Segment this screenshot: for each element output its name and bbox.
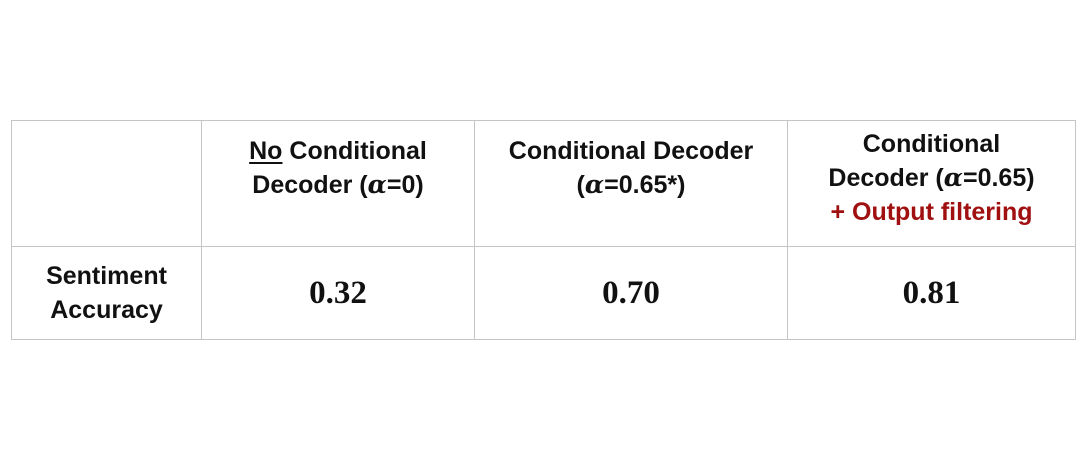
header-alpha-value: =0.65*) [604, 170, 686, 199]
value-cell-conditional: 0.70 [474, 246, 788, 340]
header-no-word: No [249, 136, 283, 165]
header-no-conditional-decoder: No Conditional Decoder (α=0) [201, 120, 475, 247]
value-cell-no-conditional: 0.32 [201, 246, 475, 340]
header-decoder-word: Decoder ( [828, 163, 944, 192]
alpha-symbol: α [367, 169, 387, 199]
row-label-sentiment: Sentiment [46, 262, 167, 290]
header-alpha-value: =0) [386, 170, 424, 199]
header-conditional-decoder-filtering: Conditional Decoder (α=0.65) + Output fi… [787, 120, 1076, 247]
header-line1: Conditional Decoder [508, 136, 754, 165]
row-label-accuracy: Accuracy [50, 296, 163, 324]
header-conditional-decoder: Conditional Decoder (α=0.65*) [474, 120, 788, 247]
alpha-symbol: α [943, 162, 963, 192]
value-conditional: 0.70 [602, 274, 660, 311]
value-no-conditional: 0.32 [309, 274, 367, 311]
header-alpha-value: =0.65) [962, 163, 1035, 192]
header-row: No Conditional Decoder (α=0) Conditional… [11, 120, 1076, 247]
value-conditional-filtering: 0.81 [902, 274, 961, 311]
value-cell-conditional-filtering: 0.81 [787, 246, 1076, 340]
header-decoder-word: Decoder ( [252, 170, 368, 199]
header-paren-open: ( [576, 170, 585, 199]
table-row: Sentiment Accuracy 0.32 0.70 0.81 [11, 246, 1076, 340]
header-line1: Conditional [862, 129, 1001, 158]
header-conditional-word: Conditional [282, 136, 427, 165]
header-empty-cell [11, 120, 202, 247]
row-label-cell: Sentiment Accuracy [11, 246, 202, 340]
header-output-filtering: + Output filtering [830, 197, 1033, 226]
results-table: No Conditional Decoder (α=0) Conditional… [11, 120, 1076, 340]
alpha-symbol: α [584, 169, 605, 199]
